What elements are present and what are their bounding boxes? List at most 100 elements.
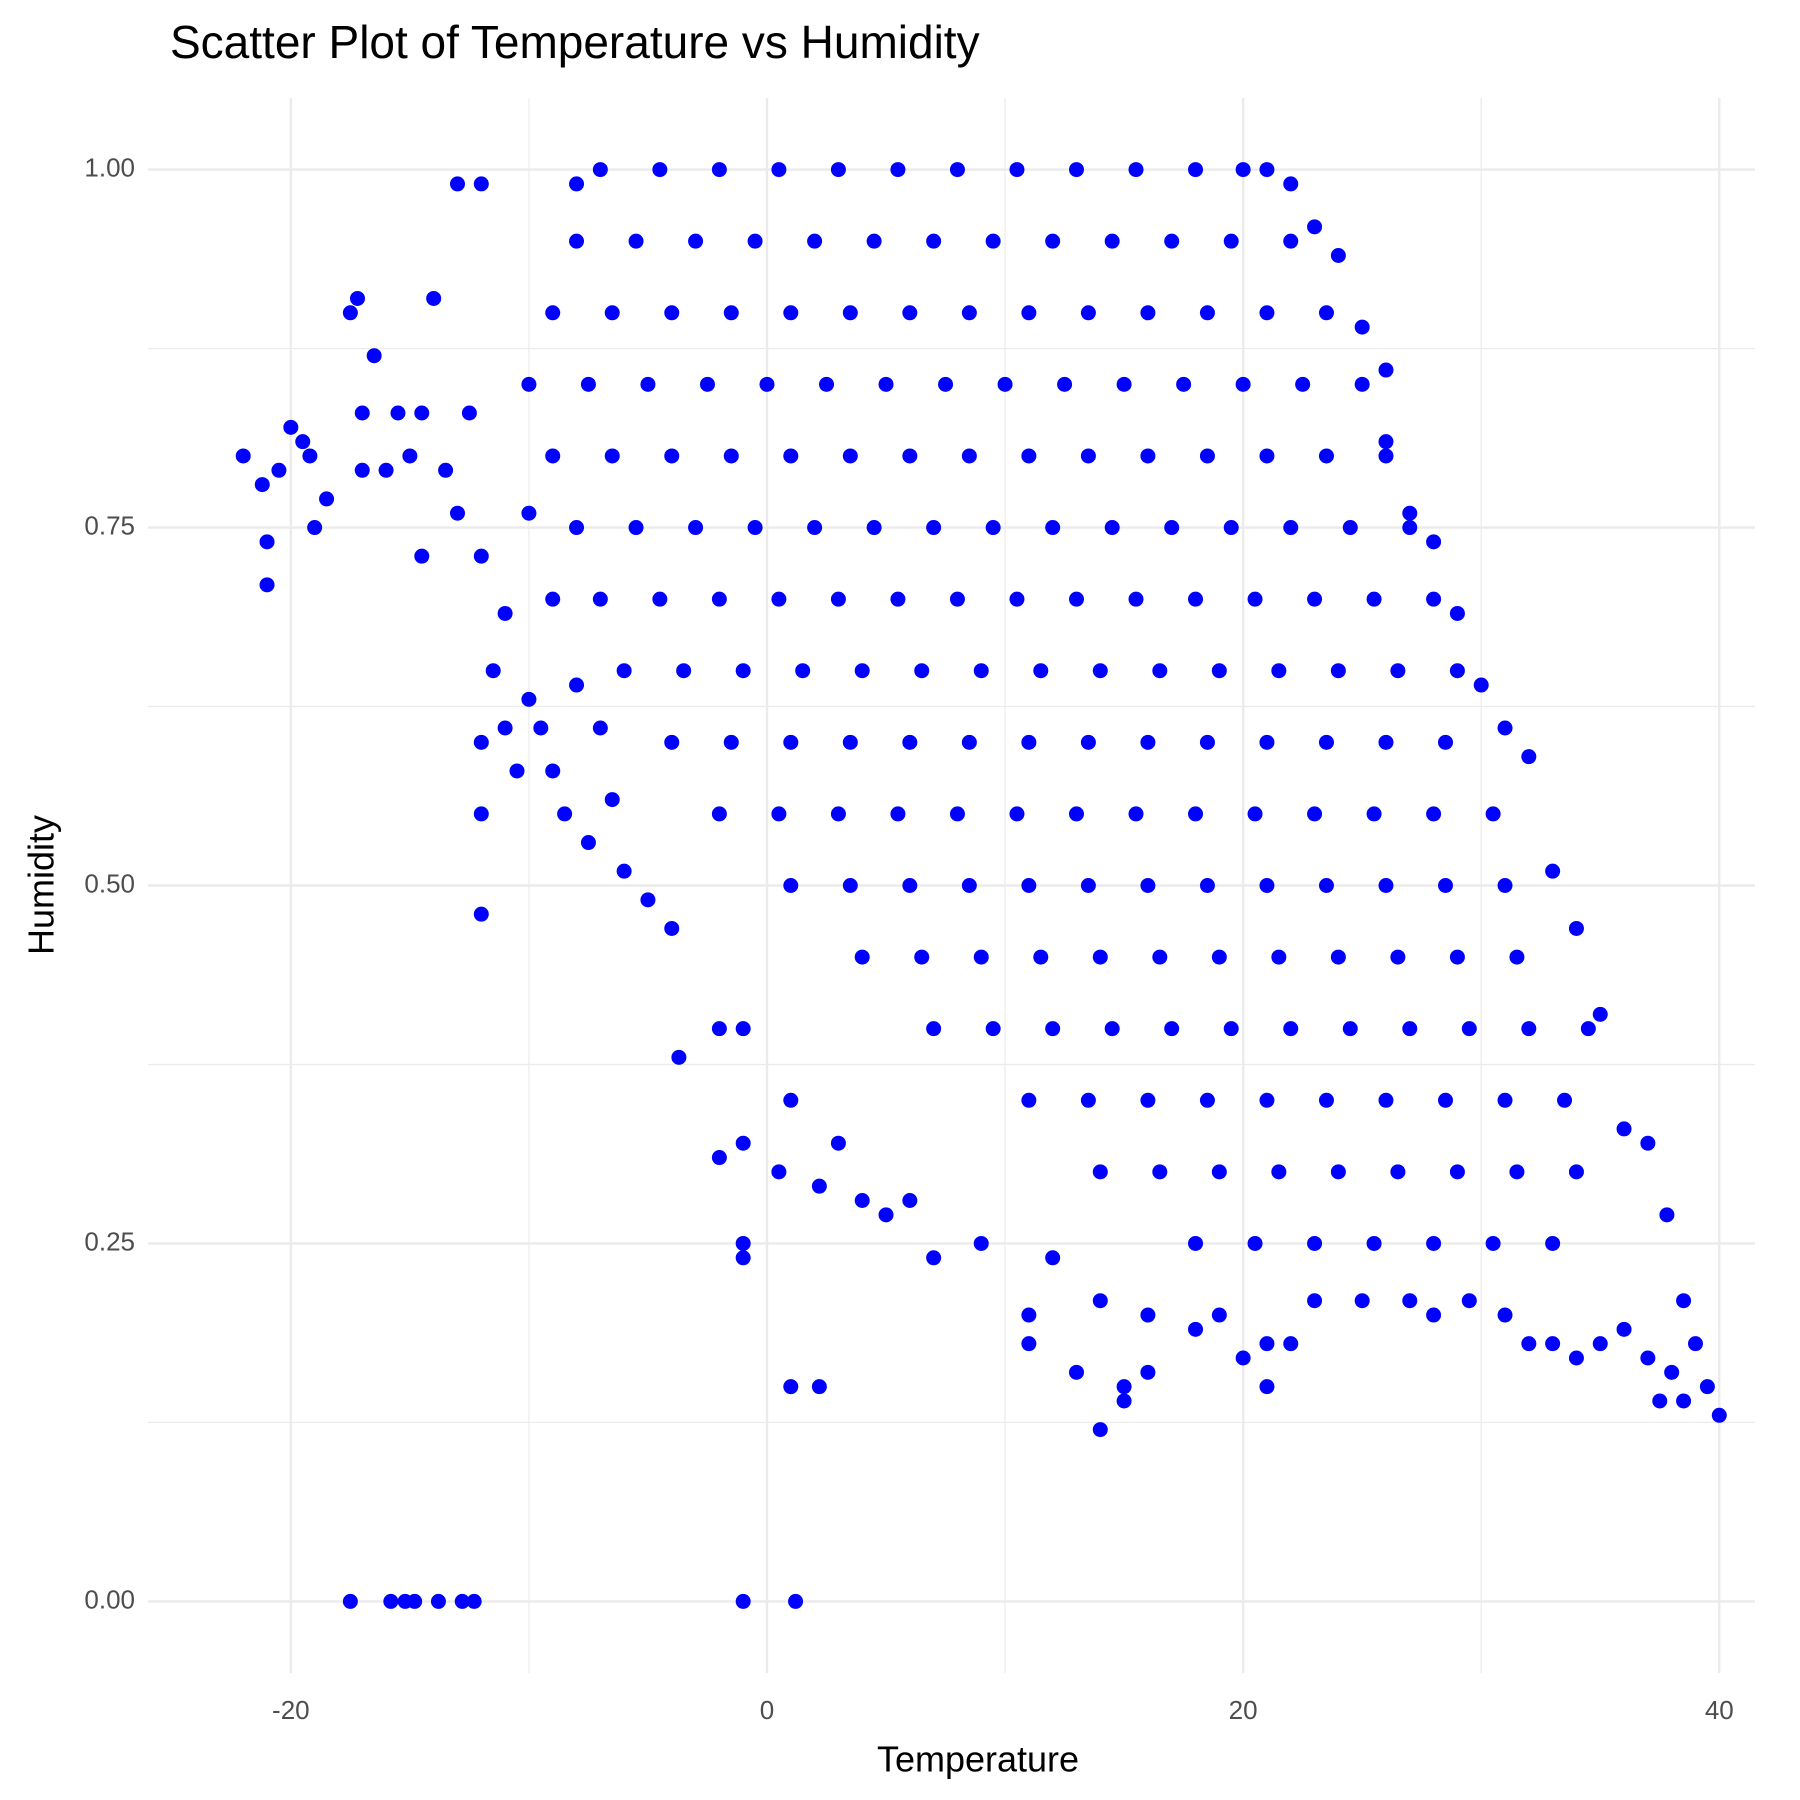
point [1449, 605, 1465, 621]
point [1342, 520, 1358, 536]
point [795, 663, 811, 679]
point [1640, 1135, 1656, 1151]
point [949, 806, 965, 822]
point [1033, 663, 1049, 679]
point [711, 806, 727, 822]
point [1640, 1350, 1656, 1366]
point [466, 1593, 482, 1609]
point [854, 663, 870, 679]
point [830, 591, 846, 607]
point [1426, 534, 1442, 550]
point [1199, 448, 1215, 464]
point [640, 376, 656, 392]
point [1140, 1307, 1156, 1323]
point [1485, 806, 1501, 822]
point [604, 792, 620, 808]
point [1676, 1293, 1692, 1309]
point [902, 305, 918, 321]
point [866, 233, 882, 249]
point [1330, 1164, 1346, 1180]
point [1188, 806, 1204, 822]
point [783, 734, 799, 750]
point [1259, 878, 1275, 893]
point [1426, 1307, 1442, 1323]
point [985, 520, 1001, 536]
point [1211, 949, 1227, 965]
point [688, 520, 704, 536]
point [378, 462, 394, 478]
point [497, 605, 513, 621]
point [414, 405, 430, 421]
point [569, 176, 585, 192]
chart-title: Scatter Plot of Temperature vs Humidity [170, 16, 980, 68]
point [533, 720, 549, 736]
point [1104, 233, 1120, 249]
point [1330, 248, 1346, 263]
point [592, 591, 608, 607]
point [569, 233, 585, 249]
point [783, 1092, 799, 1108]
y-tick-label: 0.25 [84, 1226, 135, 1256]
point [1104, 1021, 1120, 1037]
point [1426, 591, 1442, 607]
point [807, 233, 823, 249]
point [307, 520, 323, 536]
point [1211, 1164, 1227, 1180]
point [1164, 233, 1180, 249]
point [1176, 376, 1192, 392]
point [783, 878, 799, 893]
point [1009, 806, 1025, 822]
point [723, 305, 739, 321]
point [699, 376, 715, 392]
point [1354, 319, 1370, 335]
point [1271, 663, 1287, 679]
point [521, 691, 537, 707]
point [569, 677, 585, 693]
point [1509, 949, 1525, 965]
point [1021, 1092, 1037, 1108]
point [1021, 1307, 1037, 1323]
x-tick-label: 40 [1705, 1695, 1734, 1725]
point [723, 448, 739, 464]
point [1283, 1021, 1299, 1037]
point [521, 376, 537, 392]
point [414, 548, 430, 564]
point [449, 176, 465, 192]
x-tick-label: 0 [760, 1695, 774, 1725]
point [1247, 806, 1263, 822]
point [1378, 734, 1394, 750]
point [1521, 1336, 1537, 1352]
point [1318, 305, 1334, 321]
point [1021, 734, 1037, 750]
point [1438, 1092, 1454, 1108]
point [783, 448, 799, 464]
y-tick-label: 0.50 [84, 868, 135, 898]
point [926, 1021, 942, 1037]
point [1188, 591, 1204, 607]
point [878, 1207, 894, 1223]
point [735, 1250, 751, 1266]
point [569, 520, 585, 536]
point [1402, 505, 1418, 521]
point [628, 520, 644, 536]
point [1045, 520, 1061, 536]
point [1461, 1293, 1477, 1309]
point [1259, 305, 1275, 321]
point [1354, 1293, 1370, 1309]
point [1092, 949, 1108, 965]
point [342, 305, 358, 321]
point [354, 462, 370, 478]
point [914, 949, 930, 965]
point [1259, 1379, 1275, 1395]
point [1164, 520, 1180, 536]
y-tick-label: 0.75 [84, 510, 135, 540]
point [938, 376, 954, 392]
point [1330, 663, 1346, 679]
point [509, 763, 525, 779]
point [1366, 806, 1382, 822]
point [1366, 591, 1382, 607]
point [1009, 162, 1025, 178]
point [1223, 1021, 1239, 1037]
point [259, 577, 275, 593]
